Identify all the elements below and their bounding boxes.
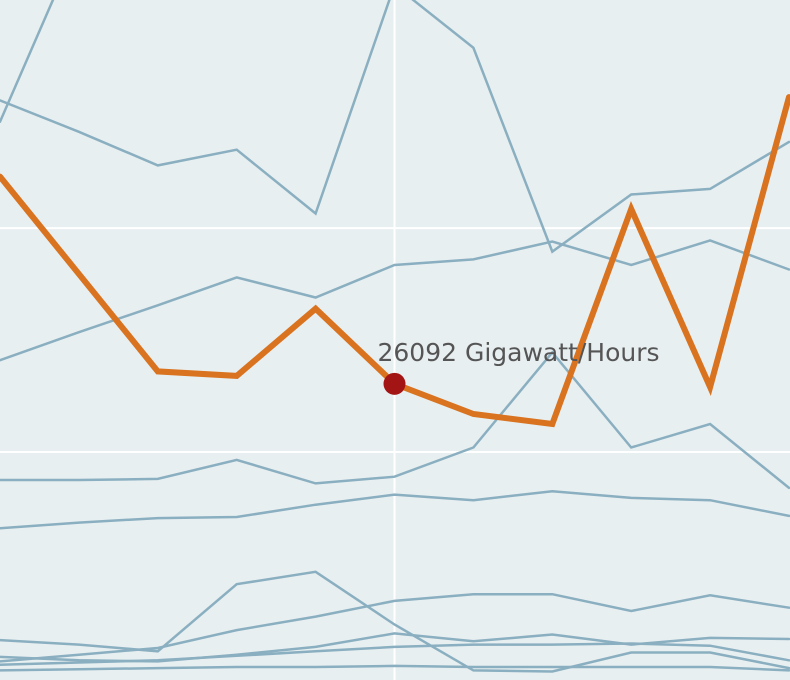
series-line: [0, 0, 790, 254]
value-label: 26092 Gigawatt/Hours: [378, 338, 660, 367]
series-line: [0, 642, 790, 667]
highlight-point: [383, 372, 406, 395]
series-line: [0, 239, 790, 362]
series-line: [0, 0, 55, 123]
series-line: [0, 350, 790, 490]
series-line: [0, 489, 790, 530]
series-line: [0, 592, 790, 663]
series-line: [0, 664, 790, 672]
